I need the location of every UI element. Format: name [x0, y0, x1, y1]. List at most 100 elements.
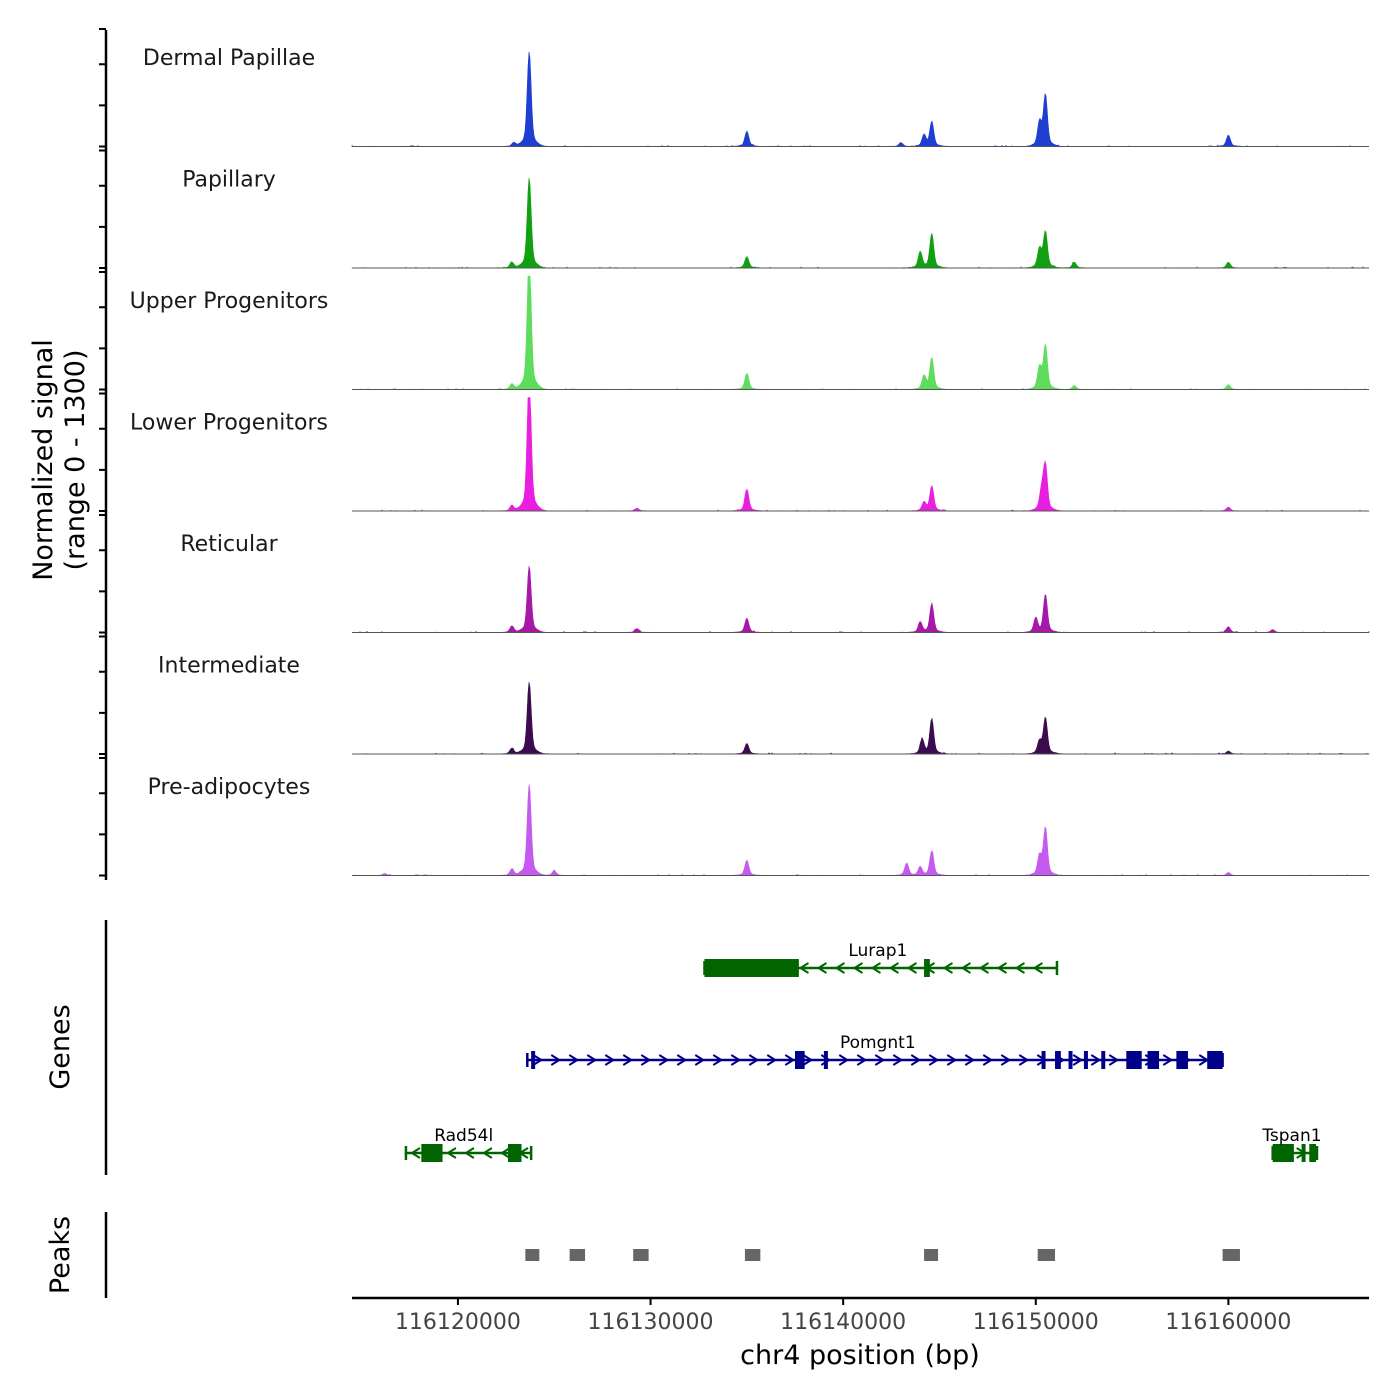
- strand-chevron: [910, 1054, 922, 1066]
- strand-chevron: [622, 1054, 634, 1066]
- signal-area: [351, 275, 1370, 390]
- gene-exon: [508, 1144, 522, 1162]
- track-label: Upper Progenitors: [130, 289, 329, 314]
- gene-exon: [924, 959, 930, 977]
- strand-chevron: [928, 1054, 940, 1066]
- strand-chevron: [500, 1147, 511, 1159]
- strand-chevron: [838, 1054, 850, 1066]
- signal-area: [351, 566, 1370, 633]
- strand-chevron: [1072, 1054, 1084, 1066]
- gene-label: Lurap1: [848, 941, 907, 961]
- gene-exon: [1176, 1051, 1188, 1069]
- x-axis-ticks: 116120000 116130000 116140000 116150000 1161…: [395, 1298, 1291, 1335]
- strand-chevron: [766, 1054, 778, 1066]
- track-label: Dermal Papillae: [143, 46, 315, 71]
- gene-exon: [1147, 1051, 1160, 1069]
- gene-exon: [704, 959, 799, 977]
- strand-chevron: [802, 1054, 814, 1066]
- strand-chevron: [946, 1054, 958, 1066]
- strand-chevron: [604, 1054, 616, 1066]
- strand-chevron: [1108, 1054, 1120, 1066]
- strand-chevron: [568, 1054, 580, 1066]
- x-tick-label: 116140000: [780, 1310, 906, 1335]
- gene-model: Lurap1: [703, 941, 1059, 977]
- gene-exon: [1083, 1051, 1088, 1069]
- strand-chevron: [856, 1054, 868, 1066]
- x-axis-label: chr4 position (bp): [740, 1340, 980, 1371]
- strand-chevron: [482, 1147, 493, 1159]
- signal-area: [351, 177, 1370, 269]
- signal-y-label-line2: (range 0 - 1300): [60, 350, 91, 571]
- peak-region: [744, 1249, 761, 1261]
- gene-exon: [795, 1051, 805, 1069]
- strand-chevron: [1000, 1054, 1012, 1066]
- signal-track: Upper Progenitors: [130, 275, 1370, 390]
- x-tick-label: 116160000: [1165, 1310, 1291, 1335]
- track-label: Reticular: [180, 532, 278, 557]
- strand-chevron: [964, 1054, 976, 1066]
- strand-chevron: [942, 962, 954, 974]
- peak-region: [525, 1249, 540, 1261]
- track-label: Papillary: [182, 167, 276, 192]
- strand-chevron: [712, 1054, 724, 1066]
- strand-chevron: [1162, 1054, 1174, 1066]
- gene-label: Tspan1: [1261, 1126, 1321, 1146]
- track-label: Intermediate: [158, 653, 300, 678]
- gene-exon: [1101, 1051, 1106, 1069]
- signal-area: [351, 397, 1370, 512]
- signal-track: Reticular: [180, 532, 1370, 633]
- strand-chevron: [1014, 962, 1026, 974]
- peak-region: [633, 1249, 649, 1261]
- strand-chevron: [694, 1054, 706, 1066]
- peak-regions: [525, 1249, 1240, 1261]
- strand-chevron: [870, 962, 882, 974]
- strand-chevron: [640, 1054, 652, 1066]
- signal-area: [352, 784, 1370, 876]
- signal-tracks: Dermal Papillae Papillary Upper Progenitor…: [130, 46, 1370, 876]
- x-tick-label: 116120000: [395, 1310, 521, 1335]
- strand-chevron: [586, 1054, 598, 1066]
- signal-area: [351, 51, 1370, 147]
- gene-models: Lurap1 Pomgnt1 Rad54l Tspan1: [404, 941, 1322, 1162]
- peaks-panel: Peaks: [45, 1212, 1240, 1298]
- peaks-label: Peaks: [45, 1216, 76, 1294]
- gene-model: Pomgnt1: [526, 1033, 1224, 1069]
- strand-chevron: [410, 1147, 421, 1159]
- signal-area: [352, 681, 1370, 755]
- strand-chevron: [816, 962, 828, 974]
- gene-exon: [531, 1051, 536, 1069]
- gene-exon: [421, 1144, 443, 1162]
- strand-chevron: [550, 1054, 562, 1066]
- gene-exon: [1301, 1144, 1306, 1162]
- gene-exon: [1055, 1051, 1061, 1069]
- gene-exon: [1309, 1144, 1317, 1162]
- signal-panel: Dermal Papillae Papillary Upper Progenitor…: [28, 28, 1370, 880]
- gene-model: Tspan1: [1261, 1126, 1322, 1162]
- strand-chevron: [658, 1054, 670, 1066]
- x-tick-label: 116150000: [973, 1310, 1099, 1335]
- strand-chevron: [978, 962, 990, 974]
- strand-chevron: [996, 962, 1008, 974]
- gene-exon: [1068, 1051, 1073, 1069]
- strand-chevron: [798, 962, 810, 974]
- x-tick-label: 116130000: [588, 1310, 714, 1335]
- gene-model: Rad54l: [404, 1126, 533, 1162]
- strand-chevron: [730, 1054, 742, 1066]
- strand-chevron: [532, 1054, 544, 1066]
- gene-label: Pomgnt1: [840, 1033, 916, 1053]
- strand-chevron: [1090, 1054, 1102, 1066]
- genes-label: Genes: [45, 1004, 76, 1089]
- gene-exon: [1041, 1051, 1046, 1069]
- strand-chevron: [906, 962, 918, 974]
- strand-chevron: [852, 962, 864, 974]
- strand-chevron: [1032, 962, 1044, 974]
- peak-region: [1222, 1249, 1240, 1261]
- x-axis: 116120000 116130000 116140000 116150000 1161…: [352, 1296, 1369, 1371]
- signal-y-label-line1: Normalized signal: [28, 339, 59, 581]
- peak-region: [924, 1249, 939, 1261]
- signal-track: Dermal Papillae: [143, 46, 1370, 147]
- track-label: Lower Progenitors: [130, 410, 328, 435]
- strand-chevron: [892, 1054, 904, 1066]
- gene-exon: [1207, 1051, 1223, 1069]
- strand-chevron: [874, 1054, 886, 1066]
